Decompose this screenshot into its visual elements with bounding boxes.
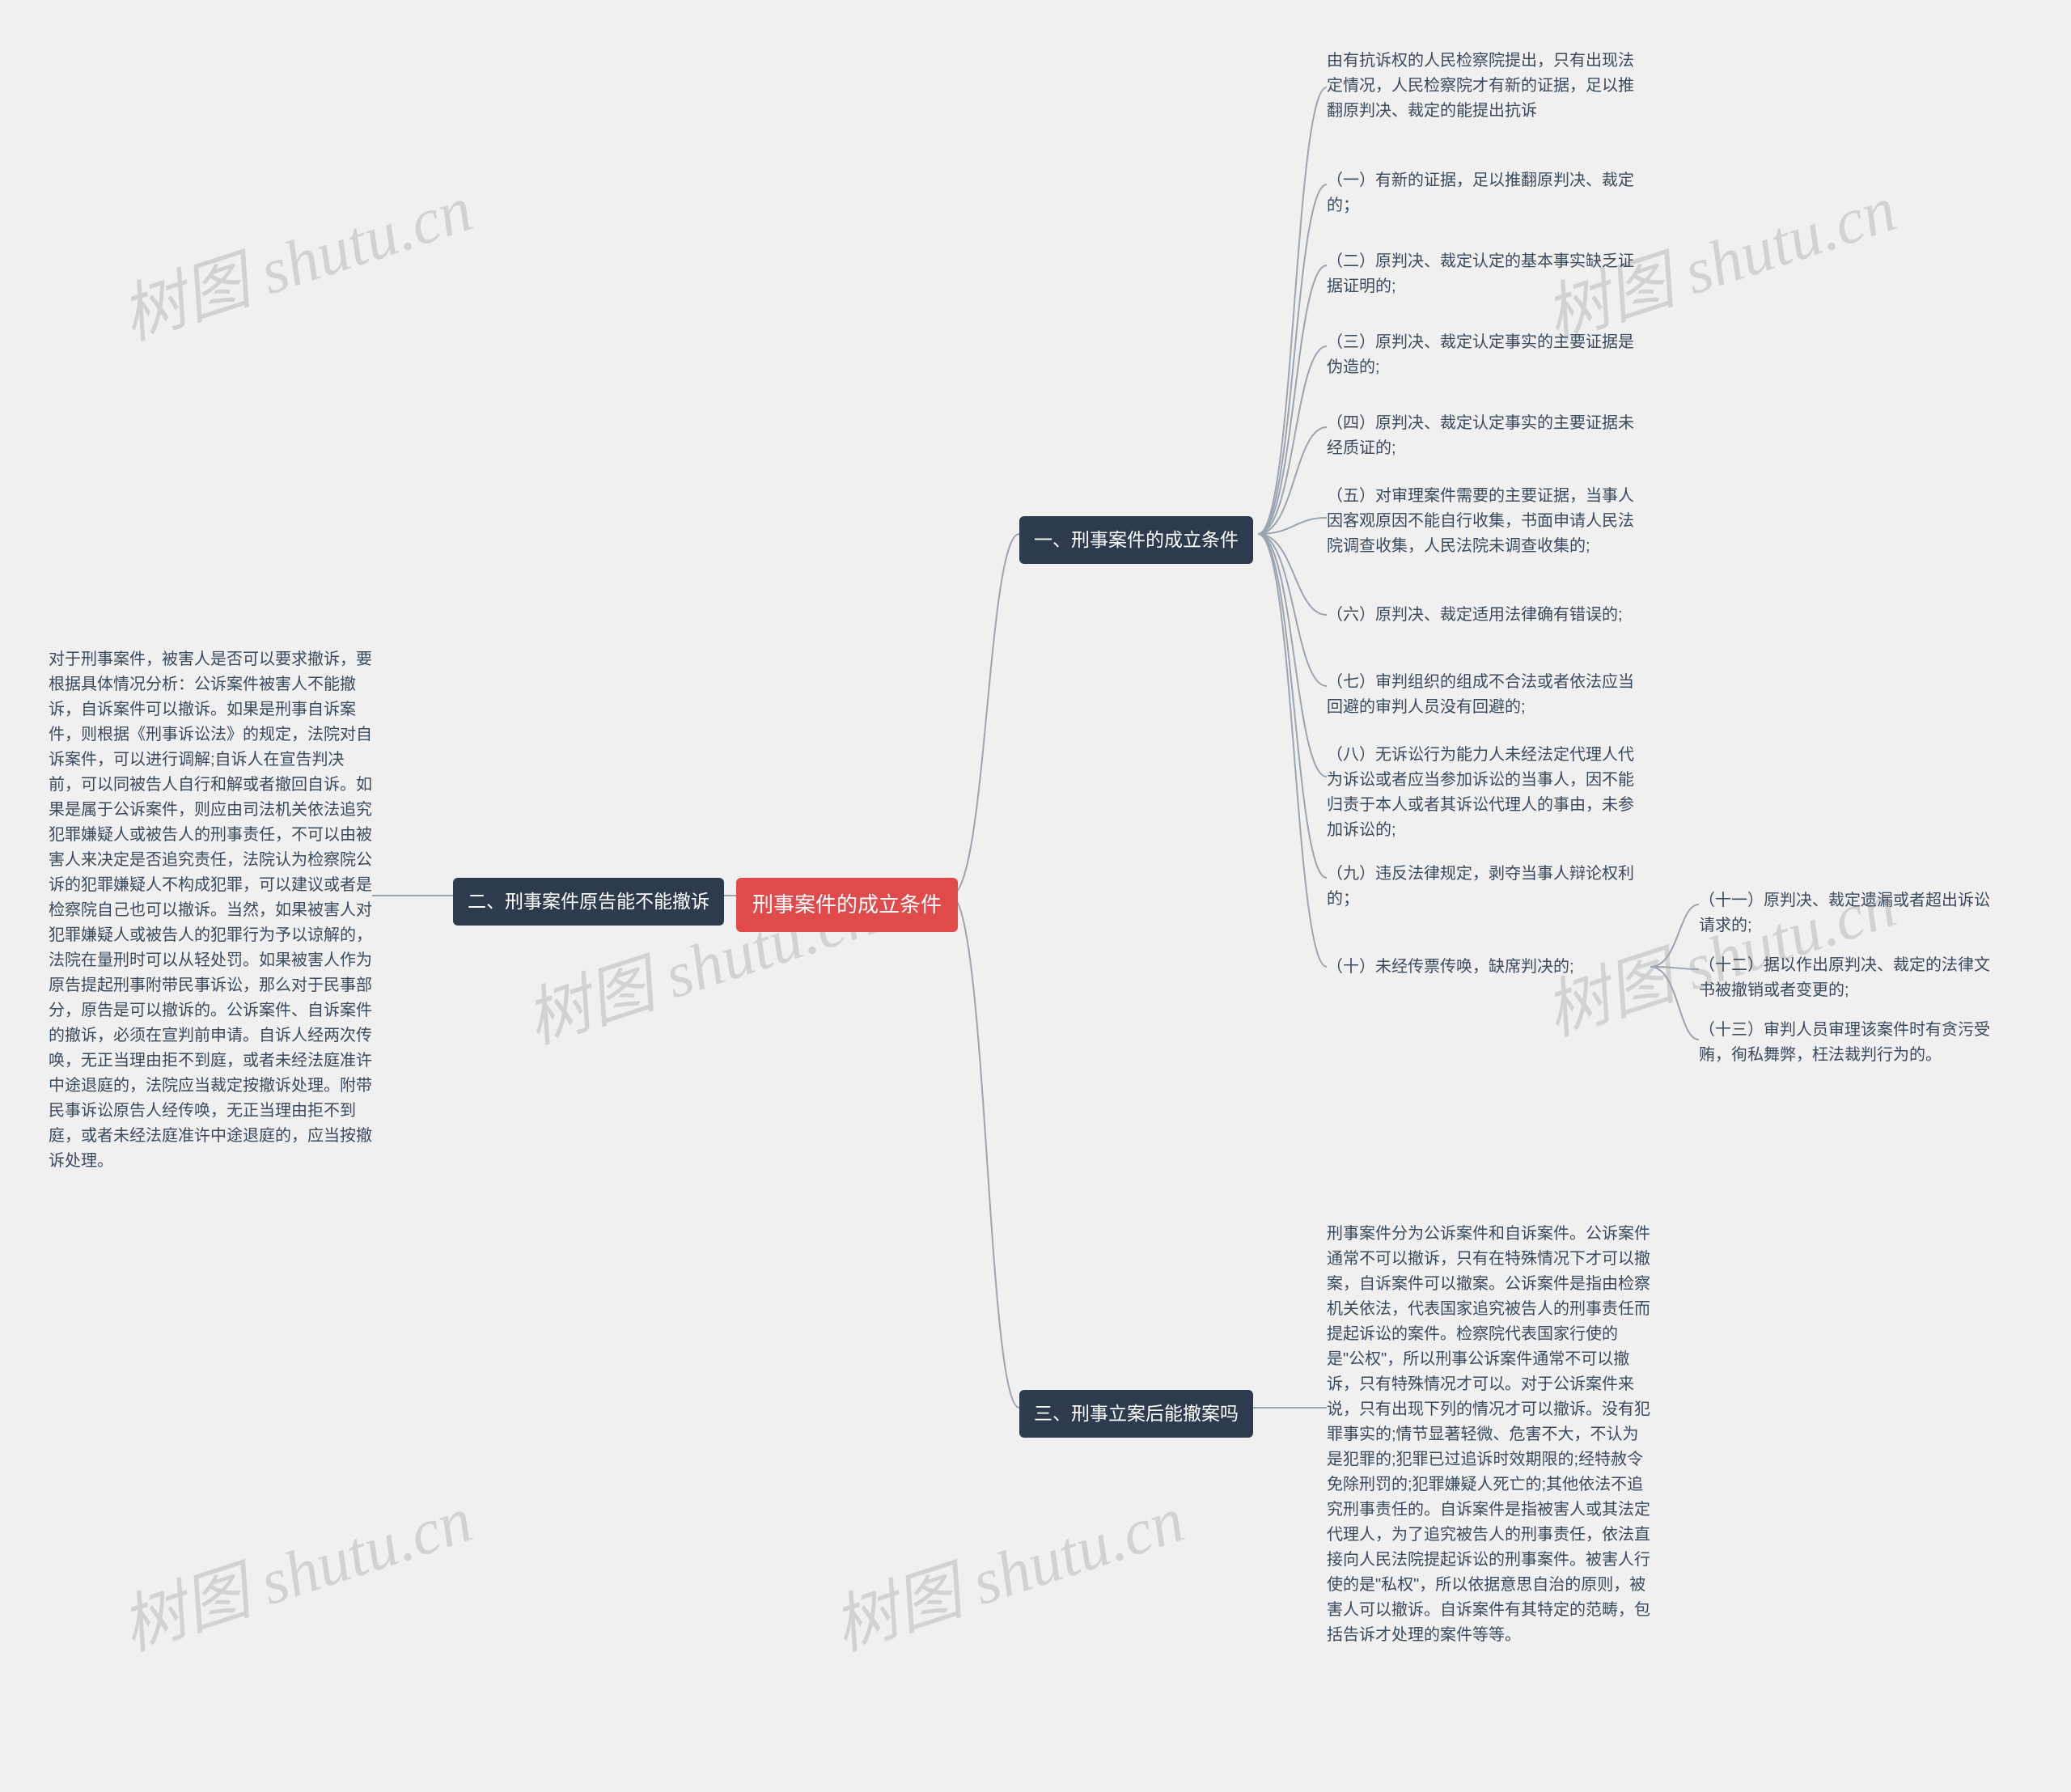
branch-node-2[interactable]: 二、刑事案件原告能不能撤诉 [453,878,724,926]
leaf-b1-sub-1[interactable]: （十一）原判决、裁定遗漏或者超出诉讼请求的; [1699,888,1990,938]
mindmap-canvas: 树图 shutu.cn 树图 shutu.cn 树图 shutu.cn 树图 s… [0,0,2071,1792]
root-node[interactable]: 刑事案件的成立条件 [736,878,958,932]
leaf-b1-9[interactable]: （九）违反法律规定，剥夺当事人辩论权利的； [1327,862,1642,912]
leaf-b2[interactable]: 对于刑事案件，被害人是否可以要求撤诉，要根据具体情况分析：公诉案件被害人不能撤诉… [49,647,372,1174]
leaf-b1-sub-3[interactable]: （十三）审判人员审理该案件时有贪污受贿，徇私舞弊，枉法裁判行为的。 [1699,1018,1990,1068]
leaf-b1-sub-2[interactable]: （十二）据以作出原判决、裁定的法律文书被撤销或者变更的; [1699,953,1990,1003]
leaf-b1-1[interactable]: （一）有新的证据，足以推翻原判决、裁定的； [1327,168,1642,218]
watermark: 树图 shutu.cn [820,1467,1194,1668]
branch-node-3[interactable]: 三、刑事立案后能撤案吗 [1019,1390,1253,1438]
leaf-b1-10[interactable]: （十）未经传票传唤，缺席判决的; [1327,955,1642,980]
branch-node-1[interactable]: 一、刑事案件的成立条件 [1019,516,1253,564]
leaf-b1-3[interactable]: （三）原判决、裁定认定事实的主要证据是伪造的; [1327,330,1642,380]
leaf-b1-6[interactable]: （六）原判决、裁定适用法律确有错误的; [1327,603,1642,628]
leaf-b1-8[interactable]: （八）无诉讼行为能力人未经法定代理人代为诉讼或者应当参加诉讼的当事人，因不能归责… [1327,743,1642,843]
leaf-b1-5[interactable]: （五）对审理案件需要的主要证据，当事人因客观原因不能自行收集，书面申请人民法院调… [1327,484,1642,559]
leaf-b1-2[interactable]: （二）原判决、裁定认定的基本事实缺乏证据证明的; [1327,249,1642,299]
leaf-b1-4[interactable]: （四）原判决、裁定认定事实的主要证据未经质证的; [1327,411,1642,461]
leaf-b1-7[interactable]: （七）审判组织的组成不合法或者依法应当回避的审判人员没有回避的; [1327,670,1642,720]
leaf-b3[interactable]: 刑事案件分为公诉案件和自诉案件。公诉案件通常不可以撤诉，只有在特殊情况下才可以撤… [1327,1222,1650,1648]
leaf-b1-0[interactable]: 由有抗诉权的人民检察院提出，只有出现法定情况，人民检察院才有新的证据，足以推翻原… [1327,49,1642,124]
watermark: 树图 shutu.cn [108,1467,482,1668]
watermark: 树图 shutu.cn [108,156,482,358]
